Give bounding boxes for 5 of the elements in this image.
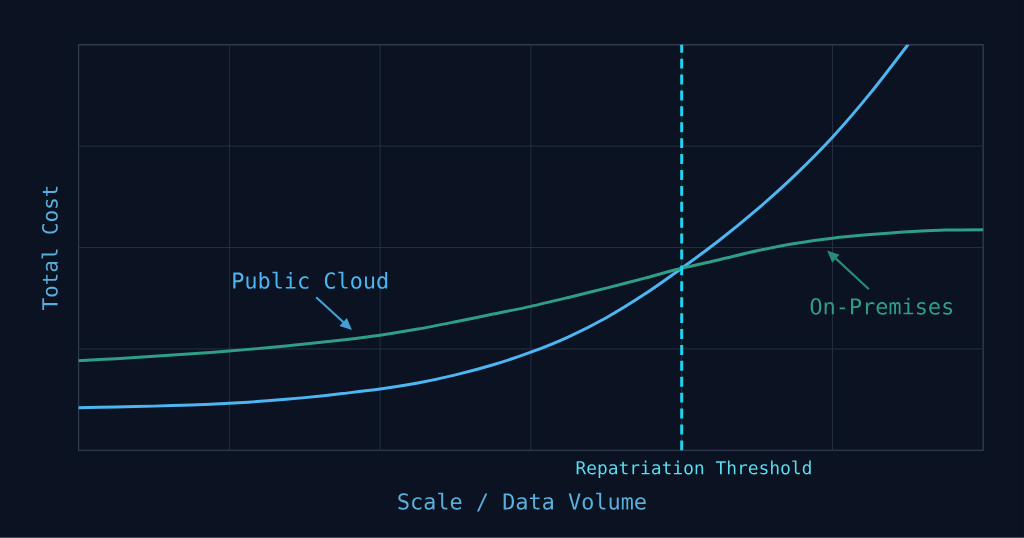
text: Public Cloud xyxy=(233,271,388,289)
x-axis-title: Scale / Data Volume xyxy=(398,492,646,512)
y-axis-title: Total Cost xyxy=(41,186,58,310)
text: Repatriation Threshold xyxy=(576,460,811,479)
text: On-Premises xyxy=(810,297,953,315)
